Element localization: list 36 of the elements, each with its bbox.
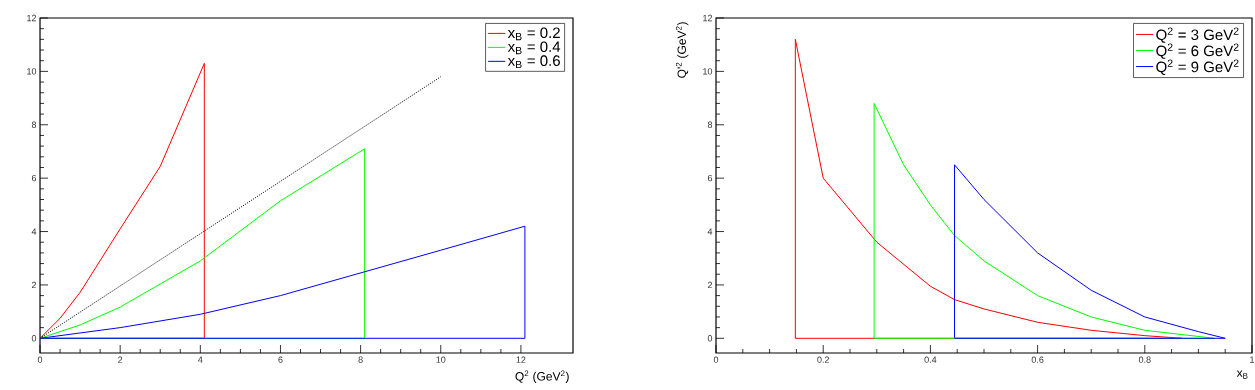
legend-label: Q$^{2}$ = 6 GeV$^{2}$ [1156,43,1239,59]
y-tick-label: 6 [707,174,713,182]
legend-label: Q$^{2}$ = 3 GeV$^{2}$ [1156,27,1239,43]
x-tick-label: 0.8 [1138,356,1151,363]
y-tick-label: 12 [703,14,713,22]
x-tick-label: 0.2 [817,356,829,363]
y-tick-label: 0 [707,335,713,342]
x-tick-label: 1 [1250,356,1255,363]
x-tick-label: 4 [198,356,203,363]
y-tick-label: 10 [27,68,37,75]
x-tick-label: 0.4 [924,356,937,363]
legend-label: Q$^{2}$ = 9 GeV$^{2}$ [1156,59,1239,75]
x-tick-label: 10 [436,356,446,363]
x-tick-label: 0 [37,356,43,363]
y-tick-label: 4 [31,228,37,235]
y-tick-label: 8 [31,121,37,128]
x-tick-label: 2 [118,356,123,363]
x-tick-label: 0.6 [1031,356,1044,363]
y-tick-label: 6 [31,174,37,182]
legend-label: x$_{B}$ = 0.6 [507,55,560,69]
x-tick-label: 0 [713,356,719,363]
legend-label: x$_{B}$ = 0.2 [507,27,560,41]
legend-label: x$_{B}$ = 0.4 [507,41,561,55]
x-tick-label: 12 [516,356,526,363]
x-tick-label: 8 [358,356,363,363]
x-tick-label: 6 [278,356,283,363]
y-tick-label: 10 [703,68,713,75]
y-axis-title: Q'$^{2}$ (GeV$^{2}$) [675,22,689,78]
x-axis-title: Q$^{2}$ (GeV$^{2}$) [515,370,569,383]
y-tick-label: 2 [707,281,713,289]
y-tick-label: 0 [31,335,37,342]
y-tick-label: 4 [707,228,713,235]
y-tick-label: 12 [27,14,37,22]
y-tick-label: 2 [31,281,37,289]
y-tick-label: 8 [707,121,713,128]
x-axis-title: x$_{B}$ [1236,370,1248,379]
